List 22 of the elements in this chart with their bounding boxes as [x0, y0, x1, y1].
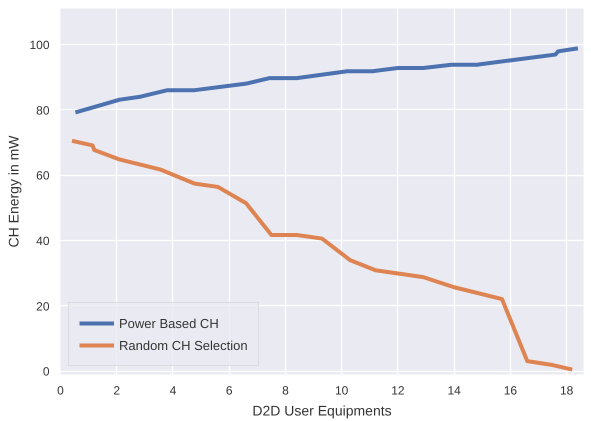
x-axis-title: D2D User Equipments: [252, 402, 392, 418]
x-tick-label: 6: [226, 384, 233, 398]
y-tick-label: 100: [29, 38, 50, 52]
x-tick-label: 8: [282, 384, 290, 398]
legend-label: Power Based CH: [119, 316, 219, 330]
y-tick-label: 80: [36, 103, 50, 118]
x-tick-label: 10: [335, 384, 349, 398]
legend-label: Random CH Selection: [119, 338, 248, 352]
x-tick-label: 2: [113, 384, 120, 398]
x-tick-label: 4: [170, 384, 177, 398]
line-series: [70, 138, 574, 372]
x-tick-label: 18: [560, 384, 574, 398]
x-tick-label: 14: [447, 384, 462, 398]
x-tick-label: 12: [391, 384, 405, 398]
y-tick-label: 40: [36, 234, 50, 248]
y-tick-label: 60: [36, 168, 50, 183]
y-axis-title: CH Energy in mW: [5, 134, 22, 248]
x-tick-label: 16: [504, 384, 518, 398]
y-tick-label: 0: [42, 364, 50, 379]
x-tick-label: 0: [57, 384, 64, 398]
y-tick-label: 20: [36, 299, 50, 314]
line-series: [73, 46, 580, 114]
